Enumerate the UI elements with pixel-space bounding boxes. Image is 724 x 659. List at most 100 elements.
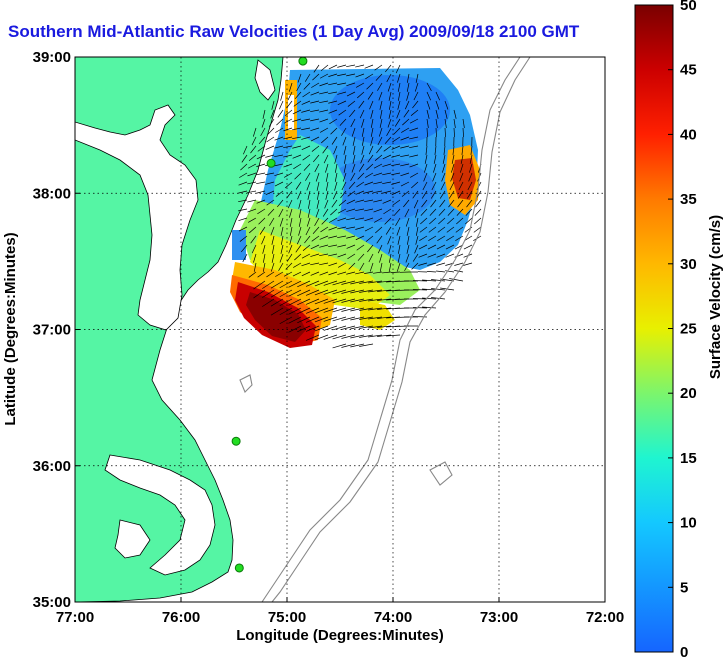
velocity-vector — [276, 118, 284, 126]
velocity-vector — [376, 235, 383, 244]
velocity-vector — [388, 253, 392, 263]
velocity-vector — [411, 262, 419, 270]
velocity-vector — [323, 154, 329, 164]
velocity-vector — [295, 181, 302, 190]
velocity-vector — [458, 181, 464, 191]
velocity-vector — [307, 199, 311, 209]
velocity-vector — [397, 100, 401, 110]
velocity-vector — [253, 289, 266, 299]
velocity-vector — [303, 163, 311, 171]
velocity-vector — [355, 73, 365, 78]
velocity-vector — [355, 190, 365, 195]
velocity-vector — [453, 109, 457, 119]
velocity-vector — [269, 217, 275, 226]
velocity-vector — [289, 235, 293, 245]
velocity-vector — [359, 325, 374, 329]
velocity-vector — [350, 289, 365, 294]
velocity-vector — [364, 190, 374, 194]
velocity-vector — [404, 100, 410, 110]
colorbar-tick-label: 10 — [680, 515, 697, 532]
velocity-vector — [377, 280, 392, 283]
velocity-vector — [368, 316, 383, 320]
velocity-vector — [319, 253, 329, 257]
velocity-vector — [376, 145, 383, 154]
velocity-vector — [247, 208, 257, 213]
velocity-vector — [377, 298, 392, 301]
velocity-vector — [373, 271, 383, 274]
velocity-vector — [288, 316, 302, 324]
velocity-vector — [286, 100, 293, 109]
velocity-vector — [403, 199, 410, 208]
velocity-vector — [415, 208, 419, 218]
velocity-vector — [285, 262, 293, 270]
velocity-vector — [323, 334, 338, 340]
velocity-vector — [274, 163, 284, 167]
velocity-vector — [324, 199, 329, 209]
velocity-vector — [305, 316, 320, 323]
velocity-vector — [412, 289, 428, 291]
velocity-vector — [396, 226, 401, 236]
velocity-vector — [382, 181, 392, 185]
velocity-vector — [283, 163, 293, 168]
velocity-vector — [305, 334, 320, 341]
velocity-vector — [364, 208, 374, 212]
velocity-vector — [352, 154, 356, 164]
velocity-vector — [305, 226, 311, 236]
velocity-vector — [274, 136, 284, 141]
velocity-vector — [433, 163, 437, 173]
velocity-vector — [332, 289, 347, 295]
velocity-vector — [397, 91, 401, 101]
velocity-vector — [366, 82, 374, 90]
velocity-vector — [437, 235, 446, 242]
velocity-vector — [406, 244, 410, 254]
velocity-vector — [294, 91, 302, 100]
velocity-vector — [279, 100, 284, 110]
velocity-vector — [367, 154, 374, 163]
velocity-vector — [459, 172, 464, 182]
velocity-vector — [400, 172, 410, 177]
velocity-vector — [310, 118, 320, 122]
velocity-vector — [367, 91, 374, 100]
velocity-vector — [305, 280, 320, 287]
velocity-vector — [292, 109, 302, 115]
velocity-vector — [410, 109, 419, 116]
velocity-vector — [377, 334, 392, 337]
velocity-vector — [278, 262, 284, 271]
velocity-vector — [433, 154, 437, 164]
velocity-vector — [347, 190, 356, 197]
velocity-vector — [382, 271, 392, 274]
velocity-vector — [238, 226, 248, 232]
velocity-vector — [330, 127, 338, 135]
velocity-vector — [343, 154, 347, 164]
velocity-vector — [242, 253, 248, 263]
velocity-vector — [404, 208, 410, 218]
velocity-vector — [460, 154, 464, 164]
velocity-vector — [328, 109, 338, 114]
velocity-vector — [453, 118, 456, 128]
velocity-vector — [314, 316, 329, 323]
velocity-vector — [293, 163, 302, 170]
velocity-vector — [397, 235, 401, 245]
velocity-vector — [451, 154, 455, 164]
velocity-vector — [364, 217, 374, 222]
velocity-vector — [301, 262, 311, 267]
velocity-vector — [415, 217, 419, 227]
velocity-vector — [329, 118, 338, 125]
velocity-vector — [305, 172, 311, 181]
velocity-vector — [419, 235, 428, 242]
velocity-vector — [369, 100, 374, 110]
velocity-vector — [334, 154, 338, 164]
velocity-vector — [448, 199, 455, 208]
velocity-vector — [305, 289, 320, 296]
velocity-vector — [265, 154, 275, 158]
velocity-vector — [384, 64, 392, 73]
velocity-vector — [347, 100, 356, 107]
velocity-vector — [466, 199, 473, 208]
velocity-vector — [247, 217, 257, 223]
velocity-vector — [356, 181, 365, 188]
velocity-vector — [337, 64, 347, 68]
velocity-vector — [361, 145, 365, 155]
velocity-vector — [271, 100, 275, 110]
velocity-vector — [438, 208, 446, 216]
